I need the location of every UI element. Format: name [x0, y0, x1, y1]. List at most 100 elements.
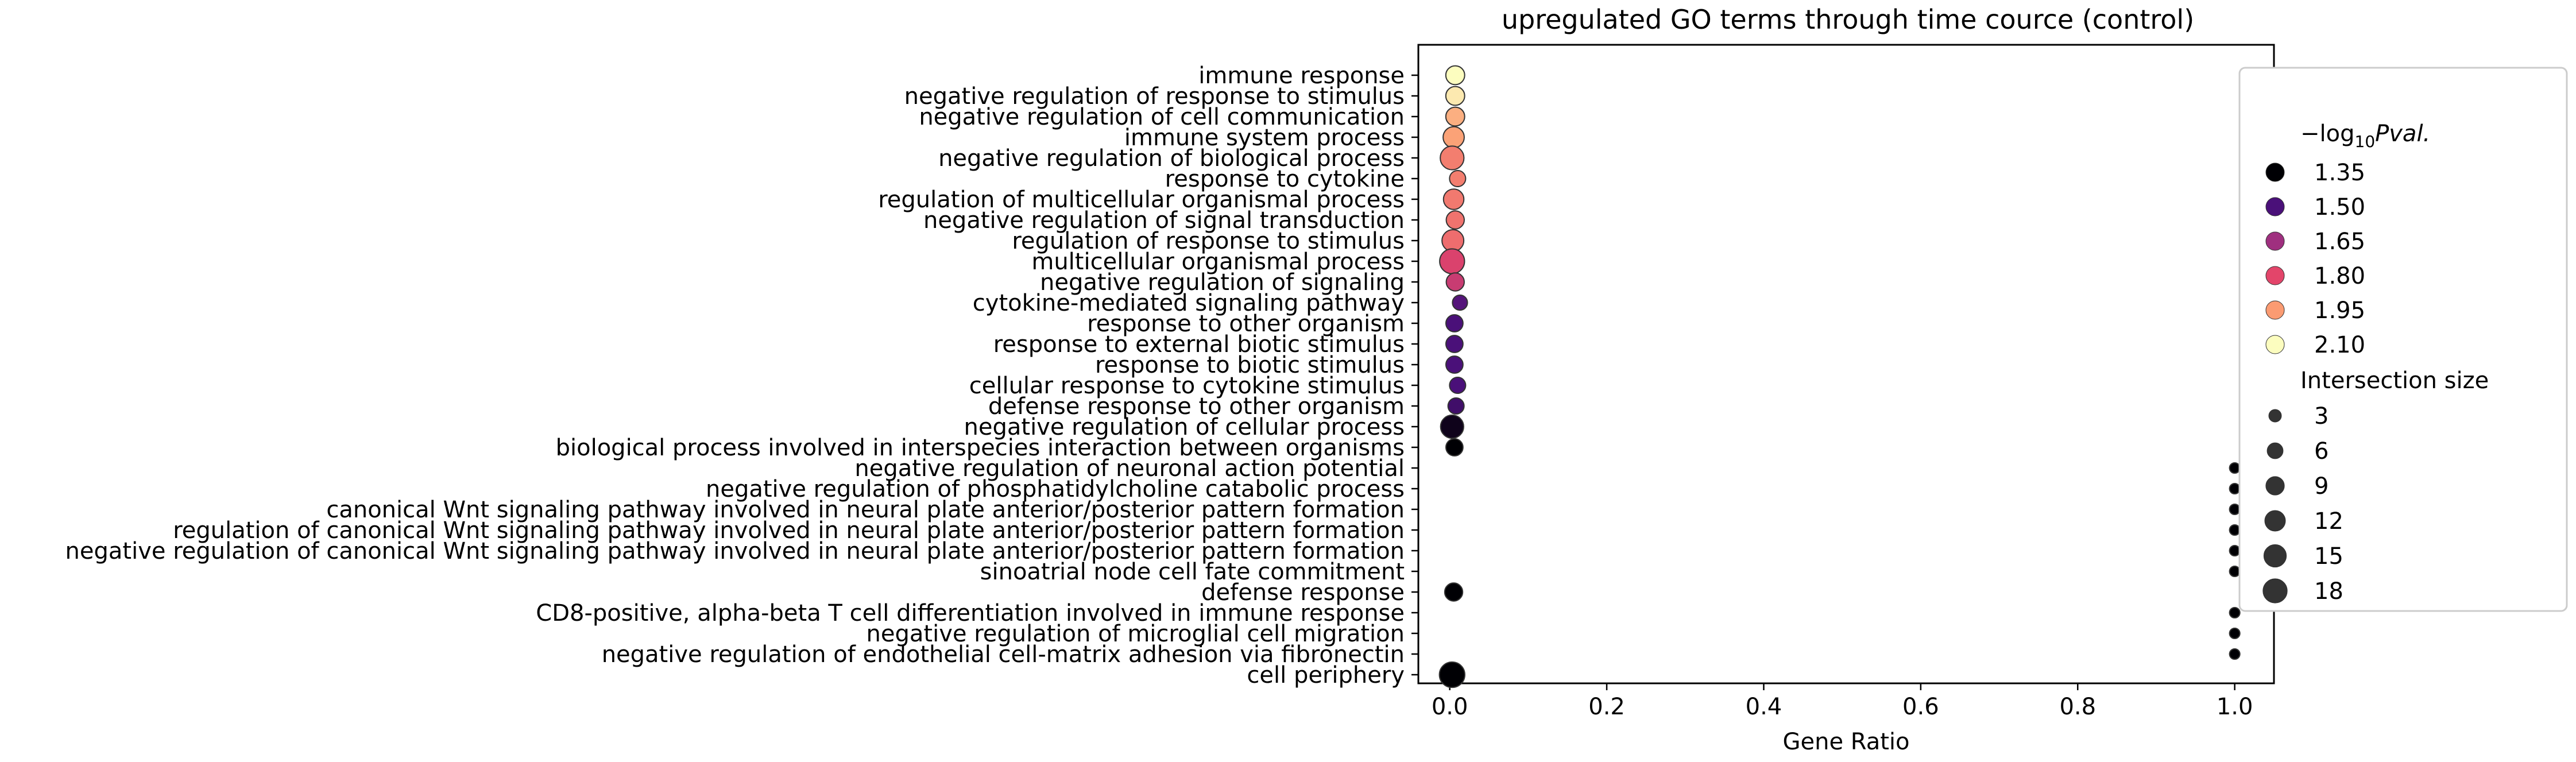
y-tick-label: CD8-positive, alpha-beta T cell differen…: [536, 600, 1405, 626]
legend-color-label: 1.35: [2314, 160, 2365, 186]
data-point: [2229, 648, 2241, 660]
data-point: [1442, 126, 1465, 149]
y-tick-label: response to cytokine: [1165, 166, 1405, 192]
legend-size-label: 6: [2314, 438, 2329, 465]
data-point: [2229, 565, 2241, 578]
data-point: [1442, 188, 1465, 210]
y-tick-label: defense response to other organism: [988, 393, 1405, 420]
data-point: [1449, 376, 1467, 394]
data-point: [2229, 503, 2241, 516]
x-tick-label: 0.0: [1432, 694, 1468, 720]
data-point: [1445, 106, 1465, 127]
y-tick-label: cellular response to cytokine stimulus: [969, 373, 1405, 399]
legend-size-swatch: [2263, 544, 2287, 568]
y-tick-label: regulation of response to stimulus: [1012, 228, 1405, 254]
legend-color-swatch: [2265, 163, 2285, 182]
y-tick-label: negative regulation of signal transducti…: [923, 207, 1405, 234]
legend-color-label: 1.95: [2314, 297, 2365, 324]
y-tick-label: negative regulation of canonical Wnt sig…: [65, 538, 1405, 564]
data-points: [1438, 65, 2241, 688]
data-point: [1444, 582, 1464, 602]
data-point: [1441, 229, 1465, 252]
data-point: [1438, 661, 1465, 688]
legend-size-swatch: [2264, 510, 2286, 532]
legend-size-label: 3: [2314, 403, 2329, 430]
y-tick-label: negative regulation of endothelial cell-…: [602, 641, 1405, 668]
y-tick-label: negative regulation of signaling: [1040, 269, 1405, 296]
legend-color-entries: 1.35 1.50 1.65 1.80 1.95 2.10: [2265, 160, 2365, 358]
y-tick-label: canonical Wnt signaling pathway involved…: [326, 497, 1405, 523]
data-point: [1445, 65, 1465, 86]
data-point: [1449, 169, 1467, 188]
data-point: [1445, 355, 1464, 374]
data-point: [1445, 335, 1464, 353]
legend-size-label: 15: [2314, 543, 2343, 570]
legend-size-swatch: [2262, 578, 2288, 604]
data-point: [2229, 524, 2241, 536]
y-tick-label: response to other organism: [1087, 311, 1405, 337]
legend-color-swatch: [2265, 231, 2285, 251]
data-point: [1439, 248, 1465, 274]
y-tick-label: negative regulation of biological proces…: [938, 145, 1405, 172]
x-tick-label: 0.8: [2059, 694, 2096, 720]
legend-size-label: 18: [2314, 578, 2343, 605]
y-tick-label: negative regulation of phosphatidylcholi…: [706, 476, 1405, 502]
data-point: [1440, 414, 1464, 439]
data-point: [1445, 314, 1464, 332]
y-tick-label: immune system process: [1124, 125, 1405, 151]
y-tick-label: immune response: [1198, 63, 1405, 89]
x-axis-label: Gene Ratio: [1783, 729, 1910, 755]
legend-size-title: Intersection size: [2300, 368, 2489, 394]
legend-color-swatch: [2265, 300, 2285, 320]
legend-size-entries: 3 6 9 12 15 18: [2262, 403, 2343, 605]
data-point: [1445, 438, 1464, 457]
y-tick-label: biological process involved in interspec…: [556, 435, 1405, 461]
plot-area-frame: [1417, 44, 2275, 684]
x-tick-label: 0.4: [1746, 694, 1782, 720]
x-tick-label: 0.2: [1588, 694, 1625, 720]
y-tick-label: regulation of canonical Wnt signaling pa…: [173, 517, 1405, 544]
legend-color-label: 1.65: [2314, 229, 2365, 255]
data-point: [1445, 272, 1465, 292]
y-tick-label: negative regulation of neuronal action p…: [854, 455, 1405, 482]
data-point: [2229, 544, 2241, 557]
legend-size-swatch: [2268, 409, 2282, 423]
y-axis-ticks: [1411, 74, 1418, 676]
data-point: [2229, 606, 2241, 619]
y-tick-label: negative regulation of microglial cell m…: [867, 621, 1405, 647]
y-tick-label: negative regulation of response to stimu…: [904, 83, 1405, 110]
y-tick-label: defense response: [1201, 579, 1405, 606]
legend: −log10Pval. 1.35 1.50 1.65 1.80 1.95 2.10 Int…: [2238, 67, 2568, 612]
data-point: [1440, 145, 1465, 171]
data-point: [2229, 627, 2241, 640]
chart-title: upregulated GO terms through time cource…: [1502, 4, 2194, 35]
y-tick-label: cell periphery: [1247, 662, 1405, 688]
legend-size-label: 9: [2314, 473, 2329, 500]
legend-size-swatch: [2265, 476, 2285, 496]
y-tick-label: multicellular organismal process: [1031, 249, 1405, 275]
y-tick-label: negative regulation of cell communicatio…: [919, 104, 1405, 130]
y-tick-label: response to biotic stimulus: [1095, 352, 1405, 378]
data-point: [1445, 86, 1465, 106]
x-axis: 0.0 0.2 0.4 0.6 0.8 1.0: [1432, 683, 2253, 720]
legend-size-swatch: [2266, 442, 2284, 459]
data-point: [2229, 462, 2241, 474]
y-tick-label: cytokine-mediated signaling pathway: [973, 290, 1405, 316]
y-tick-label: regulation of multicellular organismal p…: [878, 187, 1405, 213]
legend-color-title: −log10Pval.: [2300, 121, 2430, 151]
x-tick-label: 1.0: [2217, 694, 2253, 720]
legend-size-label: 12: [2314, 508, 2343, 535]
y-tick-label: sinoatrial node cell fate commitment: [980, 559, 1405, 585]
legend-color-label: 1.50: [2314, 194, 2365, 221]
data-point: [2229, 482, 2241, 495]
x-tick-label: 0.6: [1902, 694, 1939, 720]
data-point: [1452, 294, 1468, 311]
data-point: [1447, 397, 1465, 415]
data-point: [1445, 210, 1465, 230]
legend-color-swatch: [2265, 335, 2285, 354]
legend-color-label: 1.80: [2314, 263, 2365, 289]
legend-color-swatch: [2265, 197, 2285, 216]
y-tick-label: response to external biotic stimulus: [993, 331, 1405, 358]
